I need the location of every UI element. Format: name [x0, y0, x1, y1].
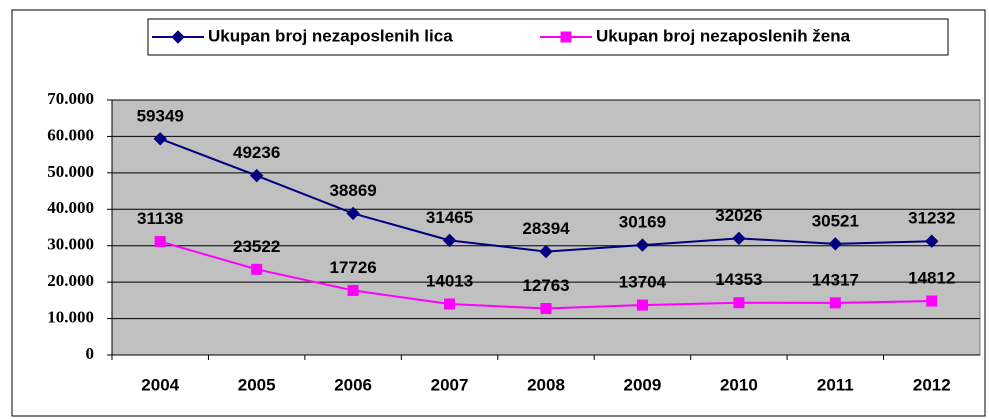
- x-tick-label: 2009: [624, 375, 662, 394]
- data-label: 38869: [329, 181, 376, 200]
- data-label: 14013: [426, 271, 473, 290]
- legend-label: Ukupan broj nezaposlenih žena: [596, 26, 851, 45]
- data-label: 14353: [715, 270, 762, 289]
- x-tick-label: 2004: [141, 375, 179, 394]
- y-tick-label: 20.000: [47, 271, 94, 290]
- data-label: 23522: [233, 237, 280, 256]
- marker: [347, 284, 359, 296]
- x-tick-label: 2010: [720, 375, 758, 394]
- data-label: 49236: [233, 143, 280, 162]
- y-tick-label: 0: [86, 344, 95, 363]
- data-label: 13704: [619, 273, 667, 292]
- x-tick-label: 2006: [334, 375, 372, 394]
- marker: [560, 31, 572, 43]
- marker: [171, 30, 185, 44]
- x-tick-label: 2008: [527, 375, 565, 394]
- marker: [539, 244, 553, 259]
- marker: [829, 297, 841, 309]
- marker: [733, 297, 745, 309]
- data-label: 32026: [715, 206, 762, 225]
- y-tick-label: 10.000: [47, 307, 94, 326]
- marker: [249, 168, 264, 183]
- y-tick-label: 50.000: [47, 162, 94, 181]
- marker: [154, 236, 166, 248]
- marker: [732, 231, 746, 246]
- x-tick-label: 2012: [913, 375, 951, 394]
- legend-label: Ukupan broj nezaposlenih lica: [208, 26, 453, 45]
- marker: [540, 303, 552, 315]
- y-tick-label: 60.000: [47, 125, 94, 144]
- data-label: 12763: [522, 276, 569, 295]
- x-tick-label: 2005: [238, 375, 276, 394]
- data-label: 31465: [426, 208, 473, 227]
- data-label: 59349: [137, 106, 184, 125]
- y-tick-label: 70.000: [47, 89, 94, 108]
- marker: [635, 238, 650, 252]
- data-label: 31232: [908, 209, 955, 228]
- y-tick-label: 40.000: [47, 198, 94, 217]
- marker: [444, 298, 456, 310]
- data-label: 30169: [619, 213, 666, 232]
- data-label: 14317: [812, 270, 859, 289]
- data-label: 17726: [329, 258, 376, 277]
- data-label: 28394: [522, 219, 570, 238]
- marker: [442, 233, 457, 248]
- data-label: 30521: [812, 211, 859, 230]
- marker: [636, 299, 648, 311]
- data-label: 14812: [908, 269, 955, 288]
- marker: [828, 237, 843, 251]
- data-label: 31138: [137, 209, 183, 228]
- marker: [925, 234, 939, 248]
- y-tick-label: 30.000: [47, 235, 94, 254]
- x-tick-label: 2011: [817, 375, 854, 394]
- marker: [251, 263, 263, 275]
- marker: [346, 206, 360, 221]
- marker: [153, 132, 167, 146]
- x-tick-label: 2007: [431, 375, 469, 394]
- marker: [926, 295, 938, 307]
